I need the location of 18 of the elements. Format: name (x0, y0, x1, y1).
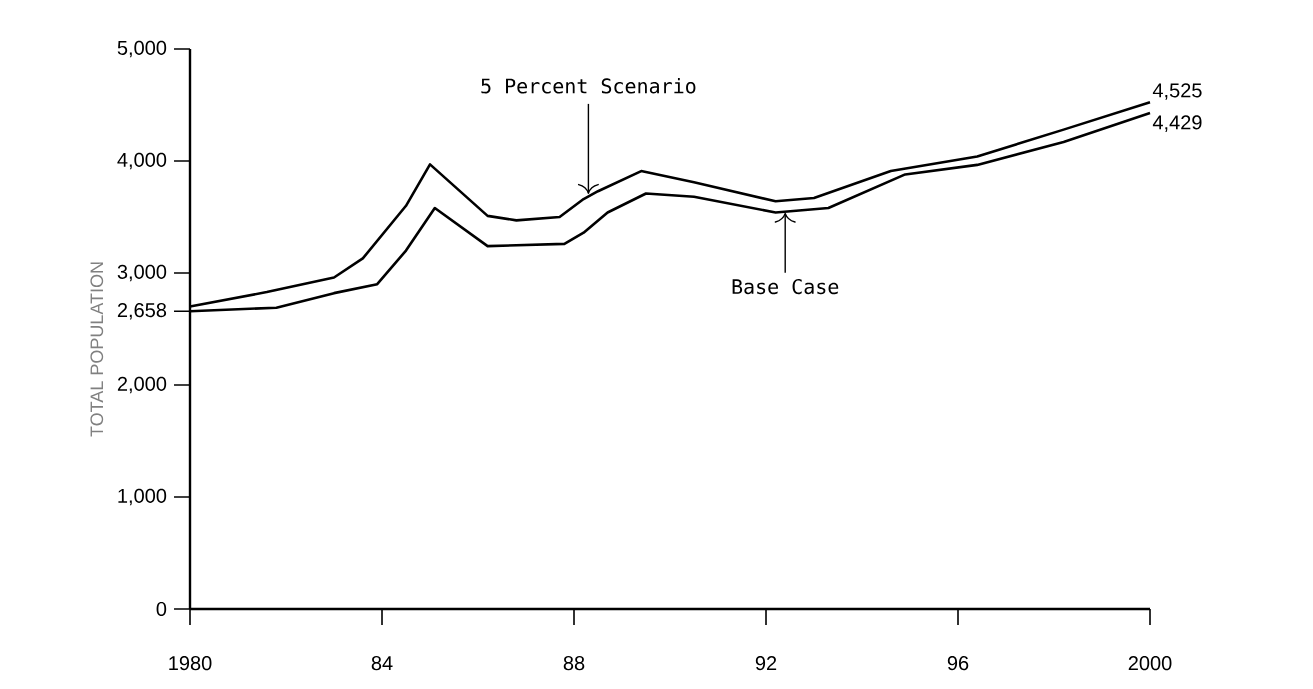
x-tick-label: 88 (563, 656, 585, 671)
y-tick-label: 5,000 (117, 40, 167, 58)
annotation: Base Case (732, 278, 839, 295)
y-axis-title: TOTAL POPULATION (90, 262, 104, 437)
x-tick-label: 84 (371, 656, 393, 671)
x-tick-label: 96 (947, 656, 969, 671)
y-tick-label: 0 (156, 601, 167, 617)
y-tick-label: 2,000 (117, 376, 167, 394)
y-tick-label: 2,658 (117, 303, 167, 320)
y-tick-label: 1,000 (118, 488, 167, 506)
y-tick-label: 4,000 (117, 152, 167, 170)
y-tick-label: 3,000 (117, 264, 167, 282)
x-tick-label: 92 (755, 656, 777, 671)
annotation: 5 Percent Scenario (481, 78, 696, 94)
data-label: 4,525 (1152, 83, 1202, 100)
x-tick-label: 2000 (1128, 656, 1172, 671)
data-label: 4,429 (1152, 115, 1202, 132)
x-tick-label: 1980 (169, 656, 212, 671)
